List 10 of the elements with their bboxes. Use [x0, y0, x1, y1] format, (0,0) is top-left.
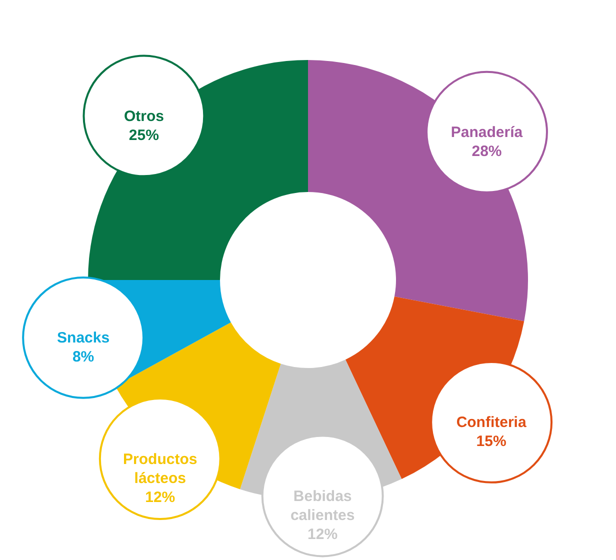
slice-label: Otros — [124, 108, 164, 125]
slice-label: Snacks — [57, 330, 110, 347]
data-label: 28% — [472, 143, 502, 160]
slice-label: Productos lácteos — [123, 450, 198, 487]
data-label: 25% — [128, 126, 159, 144]
slice-label: Confiteria — [456, 414, 527, 432]
data-label: 8% — [72, 348, 94, 366]
slice-label: Panadería — [450, 124, 524, 142]
data-label: 12% — [145, 488, 176, 506]
data-label: 15% — [476, 433, 506, 450]
